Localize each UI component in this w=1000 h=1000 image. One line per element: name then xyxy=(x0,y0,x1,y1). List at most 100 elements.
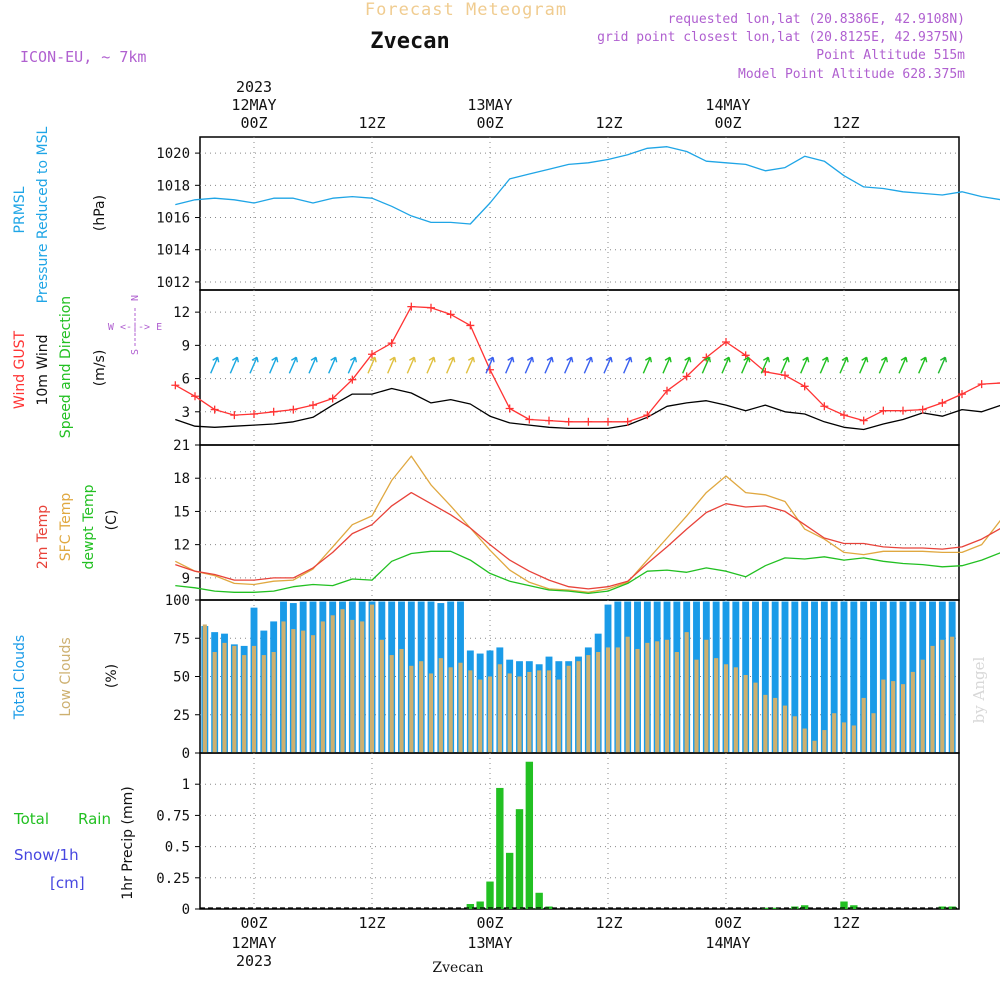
wind-direction-arrow xyxy=(564,356,574,374)
sfc-temp-label: SFC Temp xyxy=(58,493,74,562)
low-cloud-bar xyxy=(812,740,817,753)
low-cloud-bar xyxy=(773,697,778,753)
gridpoint-coords: grid point closest lon,lat (20.8125E, 42… xyxy=(597,30,965,45)
low-cloud-bar xyxy=(242,655,247,753)
clouds-unit: (%) xyxy=(104,664,120,688)
precip-bar xyxy=(761,907,770,909)
precip-bar xyxy=(938,906,947,909)
wind-direction-arrow xyxy=(662,356,672,374)
low-cloud-bar xyxy=(251,645,257,753)
gust-marker xyxy=(781,371,789,380)
wind-compass: N W <-|-> E S xyxy=(108,295,162,355)
low-cloud-bar xyxy=(684,632,689,753)
low-cloud-bar xyxy=(458,662,463,753)
clouds-ytick-label: 0 xyxy=(182,746,190,762)
wind-direction-arrow xyxy=(308,356,318,374)
model-altitude: Model Point Altitude 628.375m xyxy=(738,67,965,82)
wind-direction-arrow xyxy=(859,356,869,374)
low-cloud-bar xyxy=(605,647,611,753)
wind-direction-label: Speed and Direction xyxy=(58,296,74,438)
low-cloud-bar xyxy=(802,728,807,753)
gust-marker xyxy=(840,411,848,420)
temperature-ytick-label: 18 xyxy=(173,471,190,487)
low-cloud-bar xyxy=(556,679,561,753)
low-cloud-bar xyxy=(222,642,227,753)
pressure-unit: (hPa) xyxy=(92,195,108,231)
low-cloud-bar xyxy=(704,639,709,753)
low-cloud-bar xyxy=(861,697,866,753)
low-cloud-bar xyxy=(310,635,316,753)
pressure-frame xyxy=(199,136,960,291)
low-clouds-label: Low Clouds xyxy=(58,637,74,716)
low-cloud-bar xyxy=(330,615,335,753)
gust-marker xyxy=(623,417,632,426)
wind-direction-arrow xyxy=(701,356,712,374)
precip-rain-label: Rain xyxy=(78,810,111,828)
wind-unit: (m/s) xyxy=(92,350,108,387)
pressure-line xyxy=(175,146,1000,225)
wind-direction-arrow xyxy=(878,356,889,374)
low-cloud-bar xyxy=(822,730,827,753)
low-cloud-bar xyxy=(507,673,512,753)
gust-marker xyxy=(171,381,180,390)
low-cloud-bar xyxy=(871,713,876,753)
model-label: ICON-EU, ~ 7km xyxy=(20,48,146,66)
pressure-panel-labels: PRMSL Pressure Reduced to MSL (hPa) xyxy=(12,126,108,303)
low-cloud-bar xyxy=(714,658,719,753)
precip-snow-unit: [cm] xyxy=(50,874,85,892)
precipitation-ytick-label: 0.25 xyxy=(156,871,190,887)
low-cloud-bar xyxy=(733,667,738,753)
gust-marker xyxy=(800,382,809,391)
total-cloud-bar xyxy=(889,601,897,753)
watermark: by Angel xyxy=(970,656,988,723)
total-cloud-bar xyxy=(820,601,828,753)
temperature-ytick-label: 12 xyxy=(173,538,190,554)
pressure-label-prmsl: PRMSL xyxy=(12,186,28,233)
gust-marker xyxy=(427,303,435,312)
gust-marker xyxy=(250,410,258,418)
low-cloud-bar xyxy=(517,676,522,753)
low-cloud-bar xyxy=(763,694,768,753)
precip-bar xyxy=(505,852,514,909)
gust-marker xyxy=(387,339,396,348)
precipitation-ytick-label: 0.75 xyxy=(156,808,190,824)
gust-marker xyxy=(269,407,278,416)
gust-marker xyxy=(407,302,416,311)
gust-marker xyxy=(545,416,553,425)
low-cloud-bar xyxy=(360,621,365,753)
panels: 1012 1014 1016 1018 1020 3 6 9 12 9 12 15 18 21 0 25 50 7… xyxy=(156,136,1000,918)
t2m-label: 2m Temp xyxy=(35,505,51,569)
temperature-panel: 9 12 15 18 21 xyxy=(173,438,1000,601)
low-cloud-bar xyxy=(674,652,679,753)
temp-panel-labels: 2m Temp SFC Temp dewpt Temp (C) xyxy=(35,484,120,569)
total-cloud-bar xyxy=(801,601,809,753)
low-cloud-bar xyxy=(428,673,434,753)
low-cloud-bar xyxy=(910,671,915,753)
low-cloud-bar xyxy=(340,609,345,753)
wind-direction-arrow xyxy=(288,356,299,374)
wind-panel-labels: Wind GUST 10m Wind Speed and Direction (… xyxy=(12,295,162,438)
low-cloud-bar xyxy=(940,639,945,753)
top-day-label-3: 14MAY xyxy=(705,96,750,114)
top-hour-label-1: 00Z xyxy=(240,114,267,132)
low-cloud-bar xyxy=(369,604,375,753)
total-cloud-bar xyxy=(830,601,838,753)
pressure-ytick-label: 1016 xyxy=(156,211,190,227)
gust-marker xyxy=(741,351,750,360)
low-cloud-bar xyxy=(851,725,856,753)
chart-title: Forecast Meteogram xyxy=(365,0,567,20)
gust-marker xyxy=(309,401,317,410)
gust-marker xyxy=(289,405,298,414)
bottom-hour-label-3: 00Z xyxy=(476,914,503,932)
low-cloud-bar xyxy=(655,641,660,753)
dewpoint-line xyxy=(175,550,1000,595)
wind-direction-arrow xyxy=(780,356,790,374)
low-cloud-bar xyxy=(625,636,630,753)
gust-marker xyxy=(191,392,199,401)
gust-marker xyxy=(879,406,888,415)
bottom-hour-label-4: 12Z xyxy=(595,914,622,932)
wind-direction-arrow xyxy=(485,356,495,374)
low-cloud-bar xyxy=(438,658,443,753)
low-cloud-bar xyxy=(664,639,670,753)
